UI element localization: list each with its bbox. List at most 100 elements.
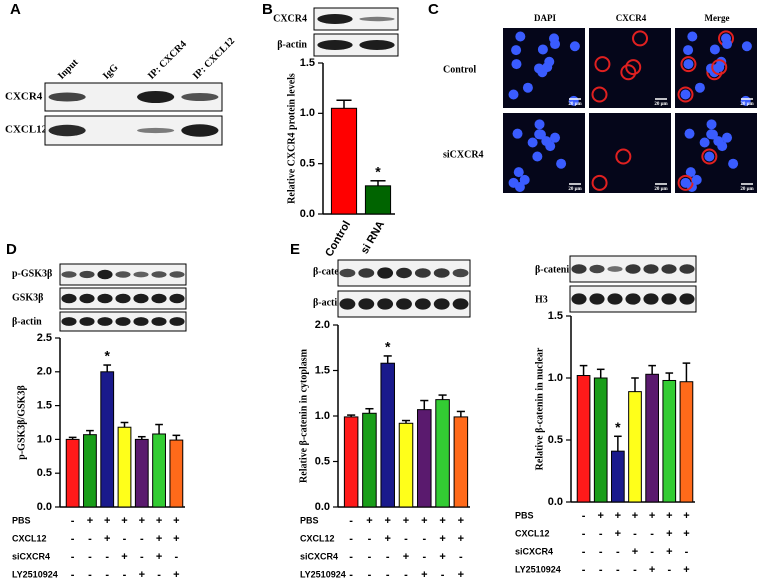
blot-band <box>433 268 450 278</box>
significance: * <box>615 419 621 435</box>
blot-band <box>79 317 95 326</box>
blot-band <box>151 317 167 326</box>
nucleus <box>508 177 519 188</box>
blot-band <box>414 298 431 310</box>
micrograph <box>589 28 671 108</box>
bar <box>576 375 591 503</box>
bar <box>330 107 358 215</box>
nucleus <box>699 137 710 148</box>
treatment-sign: + <box>139 515 145 527</box>
nucleus <box>508 89 519 100</box>
blot-band <box>61 317 77 326</box>
nucleus <box>741 41 752 52</box>
treatment-sign: - <box>349 533 353 545</box>
blot-band <box>151 271 167 278</box>
y-tick-label: 1.5 <box>315 364 330 376</box>
panel-label: A <box>10 1 21 18</box>
treatment-sign: + <box>649 510 655 522</box>
y-tick-label: 0.5 <box>37 467 52 479</box>
nucleus <box>519 174 530 185</box>
blot-band <box>643 293 659 305</box>
treatment-sign: - <box>616 564 620 576</box>
blot-band <box>377 267 394 279</box>
treatment-sign: - <box>422 533 426 545</box>
nucleus <box>535 129 546 140</box>
scale-label: 20 μm <box>654 102 668 107</box>
nucleus <box>722 39 733 50</box>
treatment-sign: + <box>421 515 427 527</box>
treatment-sign: + <box>104 515 110 527</box>
blot-label: CXCR4 <box>273 13 307 24</box>
membrane <box>632 30 649 47</box>
nucleus <box>513 167 524 178</box>
blot-label: β-actin <box>277 39 307 50</box>
bar <box>83 434 97 508</box>
blot-band <box>433 298 450 310</box>
treatment-sign: - <box>386 551 390 563</box>
treatment-label: siCXCR4 <box>515 546 553 556</box>
treatment-sign: - <box>667 564 671 576</box>
blot-band <box>358 298 375 310</box>
blot-label: p-GSK3β <box>12 268 52 279</box>
nucleus <box>550 39 561 50</box>
treatment-sign: - <box>582 510 586 522</box>
treatment-sign: - <box>349 569 353 581</box>
membrane <box>591 86 608 103</box>
blot-band <box>115 271 131 278</box>
treatment-sign: - <box>404 569 408 581</box>
row-label: siCXCR4 <box>443 149 484 160</box>
blot-band <box>571 293 587 305</box>
treatment-sign: - <box>157 569 161 581</box>
bar <box>593 377 608 503</box>
bar <box>380 362 395 508</box>
treatment-label: PBS <box>12 515 31 525</box>
nucleus <box>684 128 695 139</box>
treatment-sign: + <box>615 510 621 522</box>
panel-label: B <box>262 1 273 18</box>
blot-band <box>97 317 113 326</box>
blot-band <box>97 293 113 304</box>
y-tick-label: 0.5 <box>315 455 330 467</box>
treatment-sign: - <box>582 564 586 576</box>
y-axis-label: p-GSK3β/GSK3β <box>16 385 27 459</box>
y-tick-label: 0.0 <box>37 501 52 513</box>
treatment-sign: - <box>88 569 92 581</box>
bar <box>645 373 659 503</box>
treatment-sign: + <box>439 515 445 527</box>
treatment-sign: - <box>422 551 426 563</box>
nucleus <box>556 158 567 169</box>
membrane <box>625 59 642 76</box>
blot-band <box>169 317 185 326</box>
scale-label: 20 μm <box>568 187 582 192</box>
nucleus <box>534 119 545 130</box>
nucleus <box>550 132 561 143</box>
nucleus <box>683 59 694 70</box>
treatment-label: LY2510924 <box>12 569 58 579</box>
blot-band <box>48 124 86 137</box>
treatment-sign: + <box>597 510 603 522</box>
membrane <box>620 64 637 81</box>
treatment-label: LY2510924 <box>300 569 346 579</box>
treatment-sign: - <box>441 569 445 581</box>
lane-label: Input <box>56 57 81 82</box>
y-tick-label: 1.5 <box>37 400 52 412</box>
treatment-sign: + <box>156 533 162 545</box>
nucleus <box>707 129 718 140</box>
treatment-sign: + <box>439 551 445 563</box>
blot-band <box>48 92 86 102</box>
bar <box>362 412 377 508</box>
treatment-sign: - <box>140 551 144 563</box>
treatment-label: siCXCR4 <box>12 551 50 561</box>
treatment-sign: - <box>633 528 637 540</box>
treatment-sign: + <box>403 515 409 527</box>
blot-band <box>661 293 677 305</box>
blot-band <box>133 271 149 278</box>
treatment-sign: + <box>173 515 179 527</box>
bar <box>435 399 450 508</box>
blot-band <box>643 264 659 274</box>
membrane <box>711 59 728 76</box>
blot-band <box>79 293 95 304</box>
bar <box>417 409 432 508</box>
bar <box>134 438 149 508</box>
treatment-label: siCXCR4 <box>300 551 338 561</box>
